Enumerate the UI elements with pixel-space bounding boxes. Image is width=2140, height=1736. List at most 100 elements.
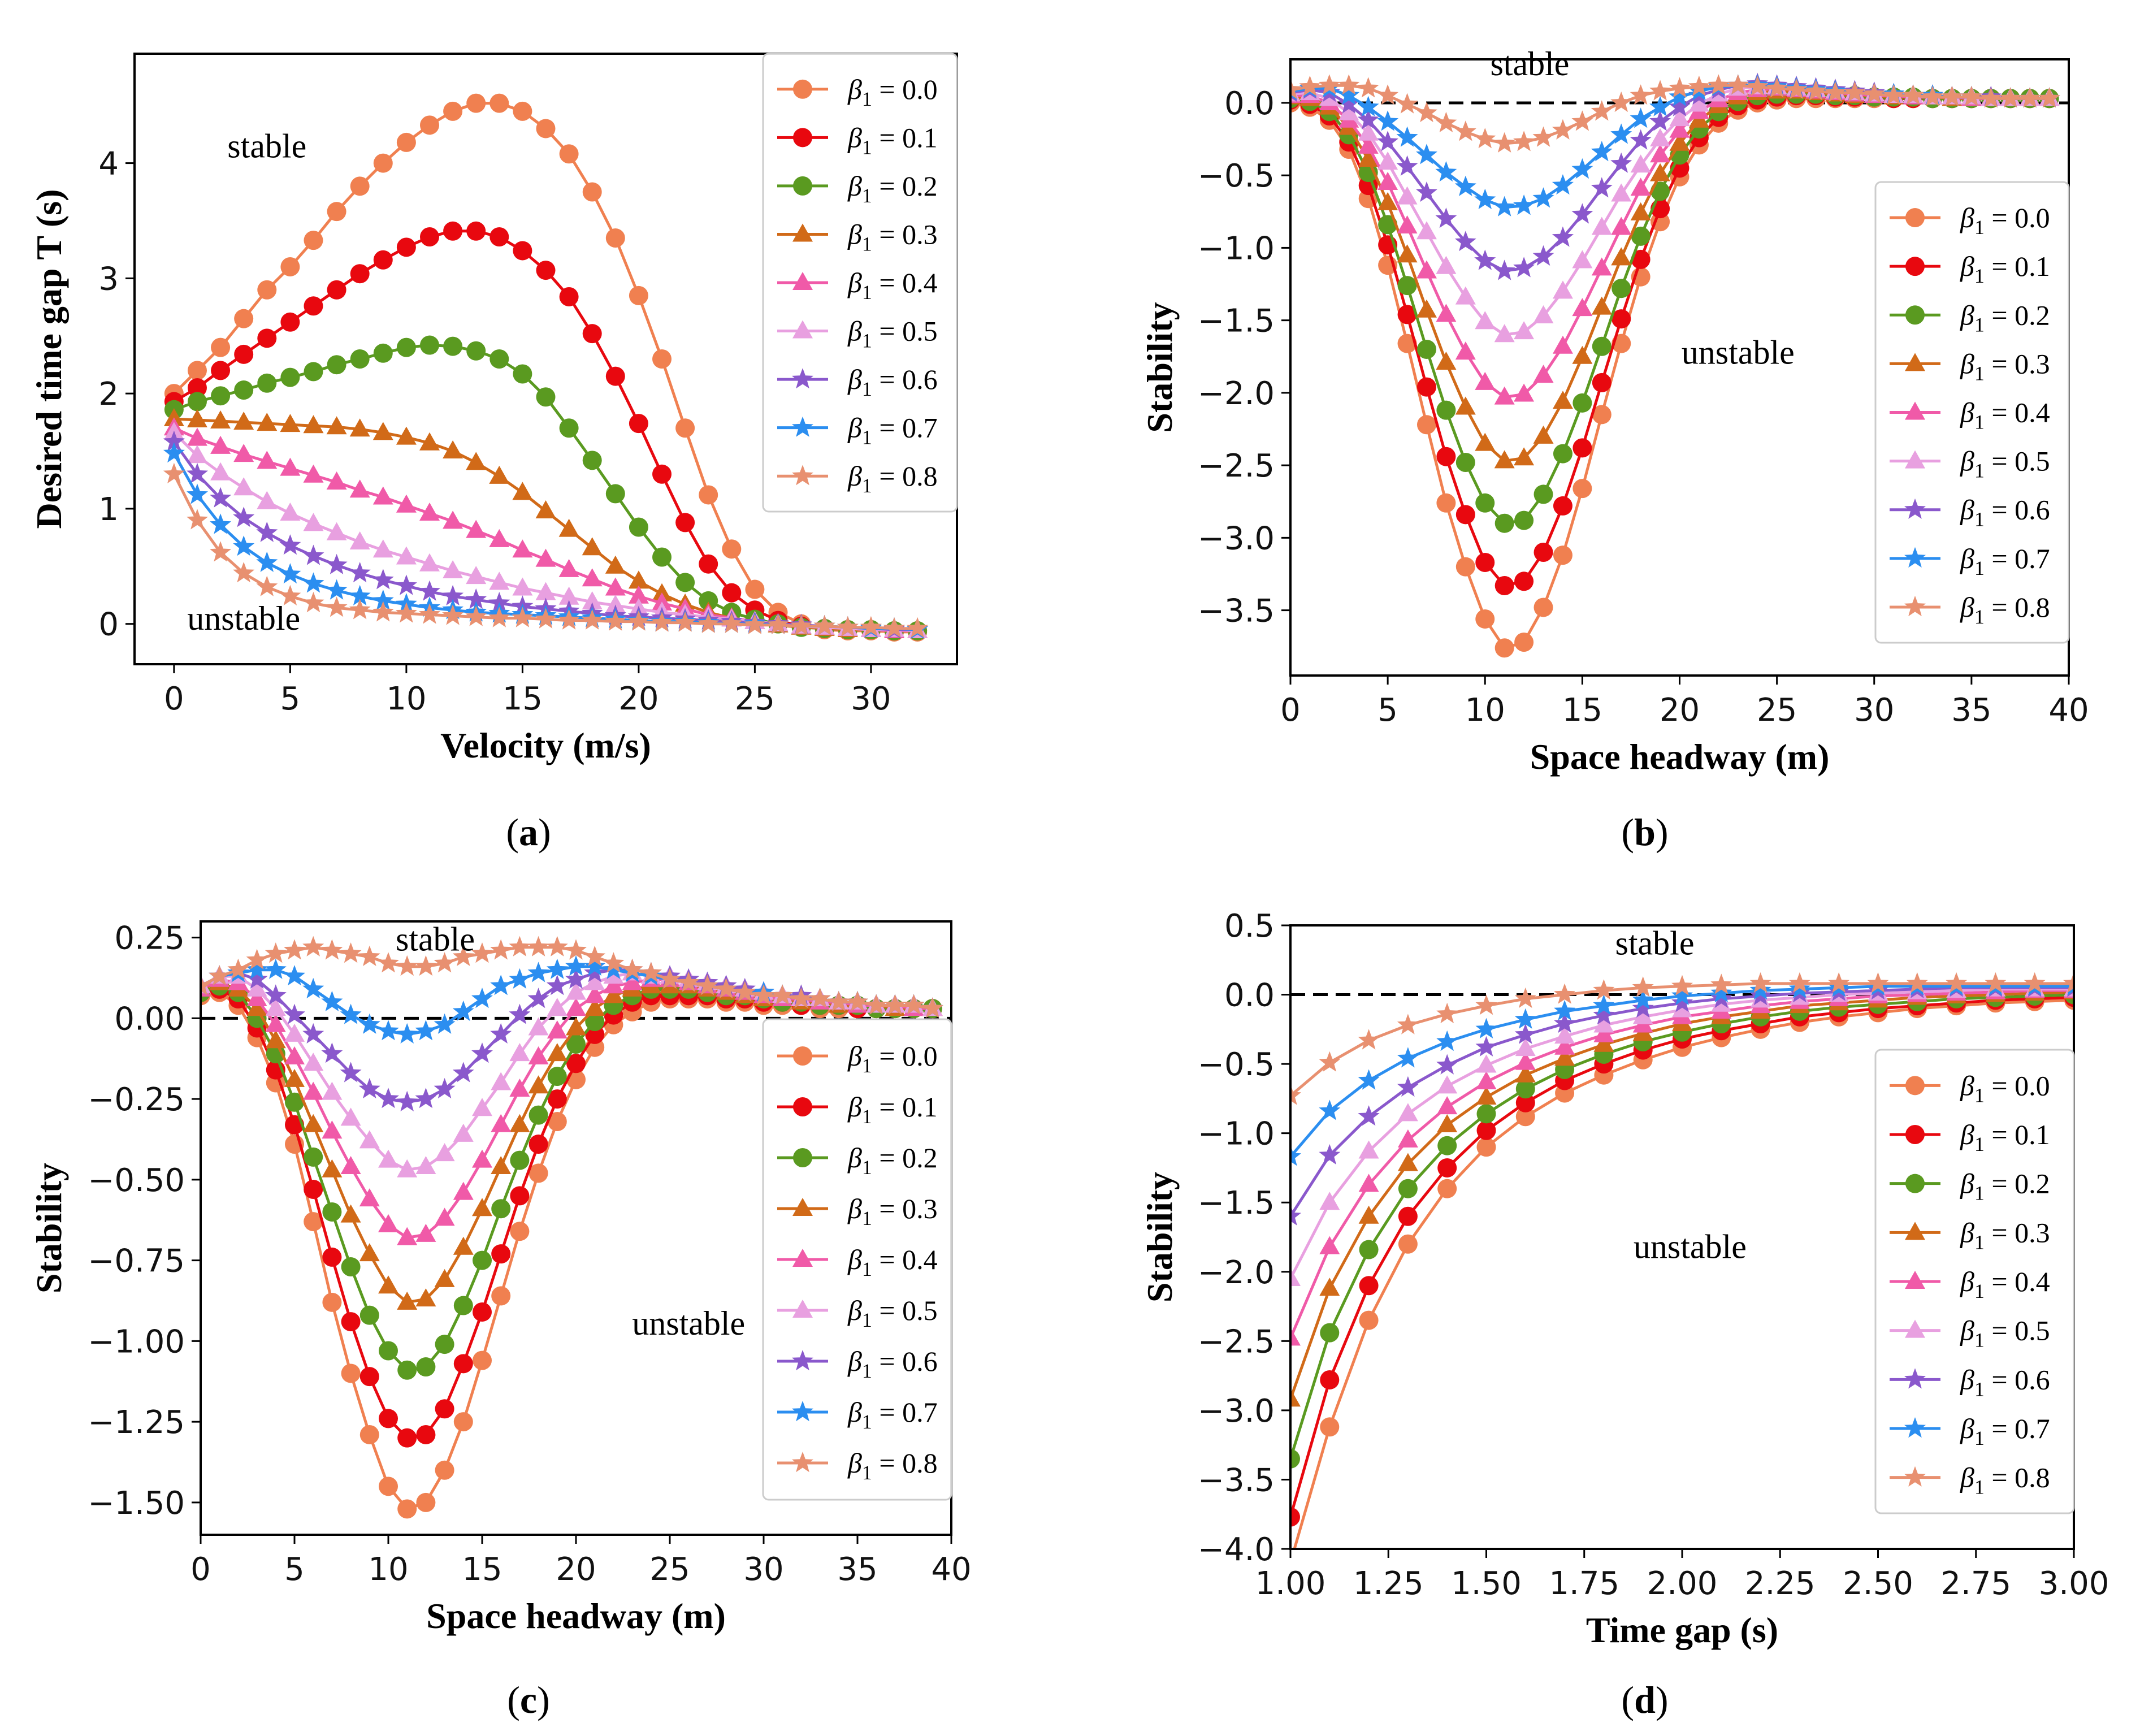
data-point [378,1149,398,1168]
annotation-stable: stable [227,127,306,164]
legend: β1 = 0.0β1 = 0.1β1 = 0.2β1 = 0.3β1 = 0.4… [1874,1049,2075,1514]
data-point [452,1062,474,1083]
legend-marker [1905,450,1925,469]
data-point [1436,352,1457,370]
data-point [1475,311,1496,330]
legend-label: β1 = 0.7 [847,412,938,449]
data-point [187,462,208,483]
data-point [1513,257,1535,278]
legend-marker [793,176,812,196]
legend-marker [1905,1271,1925,1289]
y-tick-label: −1.00 [88,1323,185,1360]
data-point [513,101,532,121]
legend-subscript: 1 [1974,313,1985,336]
data-point [1377,84,1399,105]
legend-marker [792,1249,813,1267]
data-point [1922,85,1943,106]
data-point [491,1156,512,1174]
data-point [350,176,370,196]
data-point [265,1014,286,1032]
data-point [326,553,348,574]
x-tick-label: 25 [735,681,775,717]
data-point [1476,1120,1496,1140]
legend-subscript: 1 [1974,1133,1985,1155]
data-point [1532,245,1554,266]
data-point [280,312,300,332]
legend-marker [1904,595,1926,617]
legend-label: β1 = 0.0 [1960,1070,2050,1106]
data-point [419,227,439,246]
legend-entry: β1 = 0.4 [777,1244,938,1280]
data-point [187,445,207,464]
data-point [1593,1004,1615,1025]
legend-equals: = [872,1193,902,1224]
data-point [1377,172,1398,190]
legend-box [1874,1049,2075,1514]
data-point [415,1288,436,1307]
data-point [547,1043,568,1062]
data-point [211,337,231,357]
series-a-4 [163,417,928,638]
data-point [340,1062,362,1083]
data-point [722,583,742,603]
legend-symbol: β [1960,397,1974,428]
data-point [536,119,556,138]
data-point [1533,484,1553,504]
legend-label: β1 = 0.2 [1960,299,2050,336]
data-point [559,144,579,164]
data-point [396,426,417,445]
legend-label: β1 = 0.4 [847,1244,938,1280]
data-point [1805,80,1827,101]
data-point [1671,985,1693,1006]
legend-symbol: β [1960,494,1974,526]
legend-symbol: β [847,363,862,395]
y-tick-label: 0.25 [114,920,185,957]
y-tick-label: −3.0 [1198,520,1275,557]
data-point [349,418,370,437]
legend-equals: = [872,412,902,444]
data-point [535,582,556,600]
data-point [1554,1047,1575,1066]
data-point [327,202,346,222]
data-point [652,349,672,369]
data-point [1493,196,1515,217]
legend-subscript: 1 [862,474,872,497]
data-point [721,612,743,633]
data-point [1397,1047,1419,1068]
data-point [1650,144,1671,163]
legend-subscript: 1 [862,1360,872,1382]
data-point [1338,102,1359,120]
data-point [547,998,568,1016]
data-point [1437,1179,1457,1198]
data-point [359,1305,379,1325]
data-point [396,337,416,357]
y-axis-label: Desired time gap T (s) [29,189,69,529]
panel-caption: (b) [1621,811,1668,854]
data-point [1437,1075,1458,1094]
x-tick-label: 1.25 [1353,1565,1424,1602]
data-point [434,1143,455,1162]
legend-entry: β1 = 0.6 [777,363,938,400]
legend-symbol: β [1960,1462,1974,1493]
caption-paren-open: ( [507,1678,520,1721]
legend-value: 0.4 [2015,1266,2050,1297]
data-point [302,572,324,593]
legend-equals: = [872,460,902,492]
legend-subscript: 1 [862,184,872,207]
legend-symbol: β [1960,1217,1974,1248]
data-point [2063,975,2074,995]
data-point [1299,75,1321,96]
data-point [1290,1205,1301,1226]
data-point [1290,1084,1301,1105]
data-point [1553,444,1572,464]
data-point [1397,186,1418,205]
legend-subscript: 1 [862,136,872,158]
legend-label: β1 = 0.6 [847,1345,938,1382]
y-tick-label: −1.5 [1198,303,1275,340]
legend-label: β1 = 0.2 [847,1142,938,1179]
legend-label: β1 = 0.0 [1960,202,2050,239]
data-point [327,280,346,300]
data-point [442,585,464,605]
data-point [1749,979,1771,1000]
legend-marker [1905,305,1925,325]
